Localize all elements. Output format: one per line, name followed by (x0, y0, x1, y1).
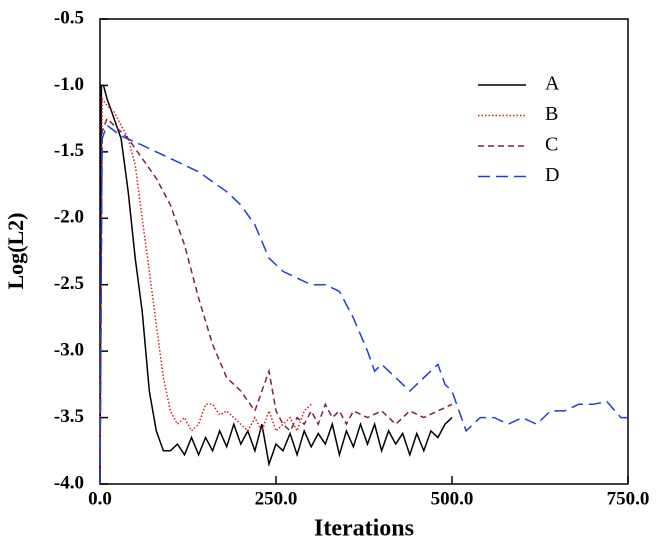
y-tick-label: -1.5 (54, 140, 84, 161)
y-tick-label: -4.0 (54, 472, 84, 493)
x-tick-label: 250.0 (255, 488, 298, 509)
y-tick-label: -0.5 (54, 7, 84, 28)
legend-label: A (545, 73, 560, 95)
x-tick-label: 0.0 (88, 488, 112, 509)
x-axis-label: Iterations (314, 516, 414, 542)
y-tick-label: -2.5 (54, 273, 84, 294)
y-axis-label: Log(L2) (3, 213, 28, 290)
series-line (99, 124, 628, 485)
x-tick-label: 750.0 (607, 488, 650, 509)
legend-label: C (545, 134, 558, 156)
y-tick-label: -1.0 (54, 74, 84, 95)
y-tick-label: -3.0 (54, 340, 84, 361)
y-tick-label: -2.0 (54, 207, 84, 228)
legend-label: D (545, 164, 559, 186)
x-tick-label: 500.0 (431, 488, 474, 509)
plot-frame (99, 18, 629, 485)
series-line (99, 84, 453, 485)
y-tick-label: -3.5 (54, 406, 84, 427)
legend-label: B (545, 103, 558, 125)
series-line (99, 96, 312, 485)
